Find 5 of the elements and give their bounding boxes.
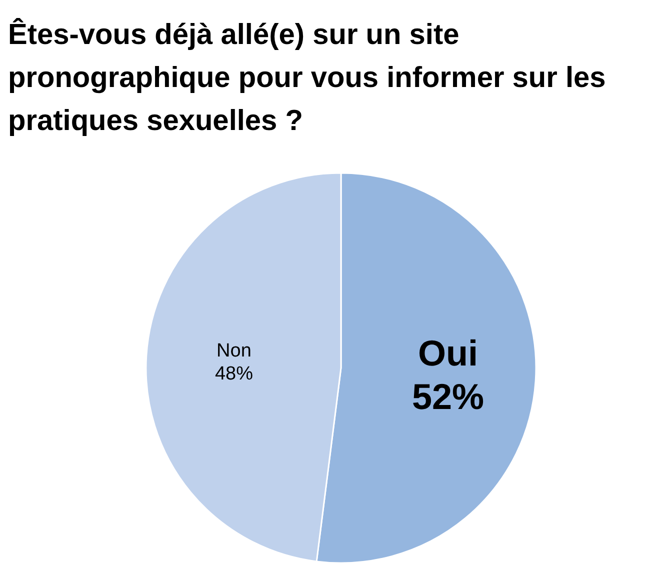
slice-label: Non: [216, 340, 252, 362]
data-label: 52%: [412, 376, 484, 417]
data-label: 48%: [214, 363, 254, 384]
slice-label: Oui: [418, 332, 478, 374]
chart-title: Êtes-vous déjà allé(e) sur un site pronographique pour vous informer sur les pratiques sexuelles ?: [8, 18, 606, 137]
